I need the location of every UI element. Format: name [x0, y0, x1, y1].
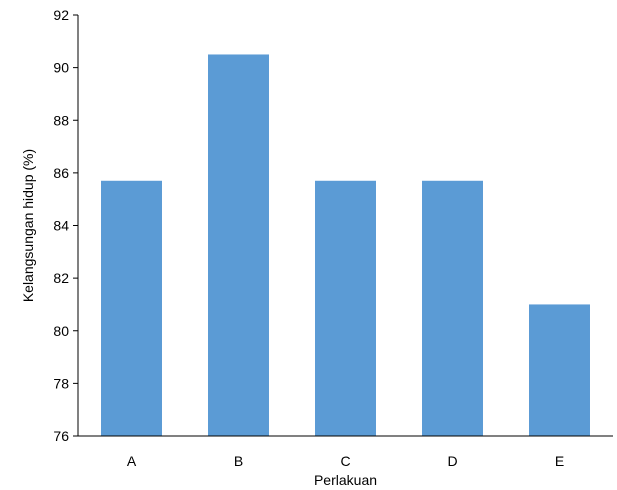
- bar-a: [101, 180, 162, 436]
- y-tick-label: 92: [53, 7, 69, 23]
- y-tick-label: 86: [53, 165, 69, 181]
- x-category-label: E: [555, 453, 564, 469]
- bar-e: [529, 304, 590, 436]
- y-tick-label: 82: [53, 270, 69, 286]
- y-ticks-group: 76 78 80 82 84 86 88 90 92: [53, 7, 78, 444]
- x-category-label: C: [340, 453, 350, 469]
- bar-b: [208, 54, 269, 436]
- x-category-label: A: [127, 453, 137, 469]
- x-labels-group: A B C D E: [127, 453, 564, 469]
- y-tick-label: 88: [53, 112, 69, 128]
- y-axis-title: Kelangsungan hidup (%): [20, 149, 36, 302]
- y-tick-label: 90: [53, 60, 69, 76]
- bar-d: [422, 180, 483, 436]
- x-category-label: B: [234, 453, 243, 469]
- y-tick-label: 84: [53, 218, 69, 234]
- x-category-label: D: [447, 453, 457, 469]
- bars-group: [101, 54, 590, 436]
- y-tick-label: 76: [53, 428, 69, 444]
- y-tick-label: 78: [53, 375, 69, 391]
- y-tick-label: 80: [53, 323, 69, 339]
- x-axis-title: Perlakuan: [314, 472, 377, 488]
- bar-c: [315, 180, 376, 436]
